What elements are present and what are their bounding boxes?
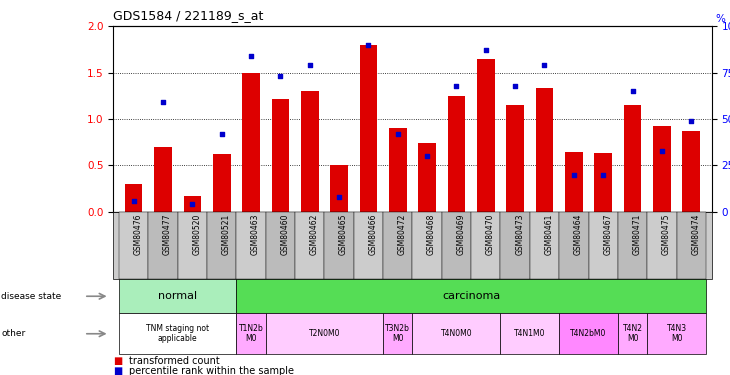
Text: GSM80468: GSM80468 (427, 214, 436, 255)
Text: GSM80467: GSM80467 (603, 214, 612, 255)
Text: GSM80476: GSM80476 (134, 214, 142, 255)
Bar (447, 96, 465, 212)
Text: GSM80463: GSM80463 (251, 214, 260, 255)
Text: GSM80473: GSM80473 (515, 214, 524, 255)
Point (597, 172, 609, 178)
Text: GSM80521: GSM80521 (222, 214, 231, 255)
Bar (360, 45, 377, 212)
Point (450, 82, 462, 88)
Text: GDS1584 / 221189_s_at: GDS1584 / 221189_s_at (113, 9, 264, 22)
Text: normal: normal (158, 291, 197, 301)
Text: GSM80477: GSM80477 (163, 214, 172, 255)
Bar (125, 184, 142, 212)
Text: T4N2
M0: T4N2 M0 (623, 324, 642, 343)
Bar (653, 126, 671, 212)
Text: GSM80470: GSM80470 (485, 214, 495, 255)
Text: T4N0M0: T4N0M0 (441, 329, 472, 338)
Point (304, 62, 315, 68)
Bar (623, 105, 642, 212)
Text: other: other (1, 329, 26, 338)
Text: T2N0M0: T2N0M0 (309, 329, 340, 338)
Point (245, 53, 257, 59)
Point (510, 82, 521, 88)
Text: carcinoma: carcinoma (442, 291, 500, 301)
Point (421, 153, 433, 159)
Bar (683, 131, 700, 212)
Point (274, 74, 286, 80)
Text: %: % (715, 14, 726, 24)
Text: GSM80462: GSM80462 (310, 214, 319, 255)
Bar (536, 88, 553, 212)
Text: T4N1M0: T4N1M0 (514, 329, 545, 338)
Point (334, 194, 345, 200)
Text: GSM80474: GSM80474 (691, 214, 700, 255)
Bar (330, 165, 348, 212)
Bar (477, 59, 495, 212)
Text: ■: ■ (113, 356, 123, 366)
Text: GSM80466: GSM80466 (369, 214, 377, 255)
Point (128, 198, 139, 204)
Text: T4N3
M0: T4N3 M0 (666, 324, 687, 343)
Text: GSM80464: GSM80464 (574, 214, 583, 255)
Point (216, 131, 228, 137)
Bar (389, 128, 407, 212)
Point (539, 62, 550, 68)
Text: T4N2bM0: T4N2bM0 (570, 329, 607, 338)
Bar (418, 143, 436, 212)
Text: GSM80471: GSM80471 (632, 214, 642, 255)
Text: GSM80472: GSM80472 (398, 214, 407, 255)
Text: GSM80469: GSM80469 (456, 214, 466, 255)
Point (392, 131, 404, 137)
Point (568, 172, 580, 178)
Text: GSM80461: GSM80461 (545, 214, 553, 255)
Bar (507, 105, 524, 212)
Text: GSM80465: GSM80465 (339, 214, 348, 255)
Text: TNM staging not
applicable: TNM staging not applicable (146, 324, 210, 343)
Bar (242, 73, 260, 212)
Text: ■: ■ (113, 366, 123, 375)
Text: GSM80520: GSM80520 (193, 214, 201, 255)
Point (187, 201, 199, 207)
Point (685, 118, 697, 124)
Bar (594, 153, 612, 212)
Text: T3N2b
M0: T3N2b M0 (385, 324, 410, 343)
Text: percentile rank within the sample: percentile rank within the sample (129, 366, 294, 375)
Bar (183, 196, 201, 212)
Point (480, 47, 491, 53)
Point (656, 148, 668, 154)
Point (157, 99, 169, 105)
Text: GSM80475: GSM80475 (662, 214, 671, 255)
Point (363, 42, 374, 48)
Text: T1N2b
M0: T1N2b M0 (239, 324, 264, 343)
Bar (301, 91, 318, 212)
Bar (213, 154, 231, 212)
Text: transformed count: transformed count (129, 356, 220, 366)
Point (626, 88, 638, 94)
Text: GSM80460: GSM80460 (280, 214, 289, 255)
Bar (272, 99, 289, 212)
Text: disease state: disease state (1, 292, 62, 301)
Bar (154, 147, 172, 212)
Bar (565, 153, 583, 212)
